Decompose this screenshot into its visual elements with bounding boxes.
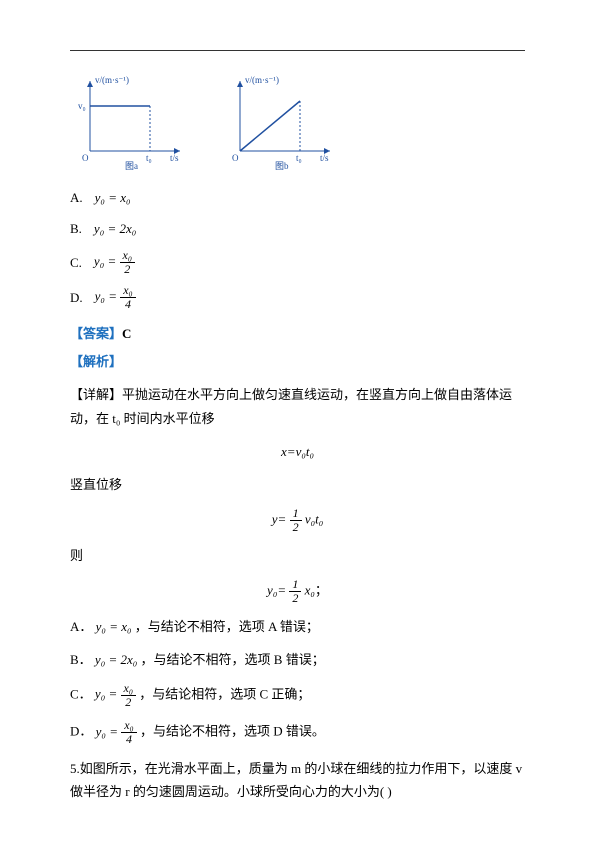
graph-a-xtick: t₀ xyxy=(146,153,152,163)
conclusion-c: C． y₀ = x₀2 ，与结论相符，选项 C 正确； xyxy=(70,682,525,709)
graph-b-ylabel: v/(m·s⁻¹) xyxy=(245,75,279,85)
top-divider xyxy=(70,50,525,51)
graph-a-caption: 图a xyxy=(125,161,138,171)
graph-a-ytick: v₀ xyxy=(78,101,86,111)
detail-label: 【详解】 xyxy=(70,387,122,402)
graphs-container: v/(m·s⁻¹) v₀ O t₀ t/s 图a v/(m·s⁻¹) O t₀ … xyxy=(70,71,525,171)
option-a: A. y₀ = x₀ xyxy=(70,186,525,209)
vertical-displacement-label: 竖直位移 xyxy=(70,473,525,496)
conclusion-a: A． y₀ = x₀ ，与结论不相符，选项 A 错误； xyxy=(70,615,525,638)
graph-b-origin: O xyxy=(232,153,239,163)
graph-a-origin: O xyxy=(82,153,89,163)
option-c: C. y₀ = x₀2 xyxy=(70,249,525,276)
option-c-label: C. xyxy=(70,251,82,274)
conclusion-b: B． y₀ = 2x₀ ，与结论不相符，选项 B 错误； xyxy=(70,648,525,671)
analysis-label: 【解析】 xyxy=(70,350,525,373)
detail-paragraph: 【详解】平抛运动在水平方向上做匀速直线运动，在竖直方向上做自由落体运动，在 t₀… xyxy=(70,383,525,430)
graph-b-xlabel: t/s xyxy=(320,153,329,163)
graph-a-ylabel: v/(m·s⁻¹) xyxy=(95,75,129,85)
graph-a-xlabel: t/s xyxy=(170,153,179,163)
conclusion-d: D． y₀ = x₀4 ，与结论不相符，选项 D 错误。 xyxy=(70,719,525,746)
option-d-label: D. xyxy=(70,286,83,309)
option-d: D. y₀ = x₀4 xyxy=(70,284,525,311)
answer-value: C xyxy=(122,326,131,341)
option-b: B. y₀ = 2x₀ xyxy=(70,217,525,240)
graph-a: v/(m·s⁻¹) v₀ O t₀ t/s 图a xyxy=(70,71,190,171)
then-label: 则 xyxy=(70,544,525,567)
question-5: 5.如图所示，在光滑水平面上，质量为 m 的小球在细线的拉力作用下，以速度 v … xyxy=(70,757,525,804)
option-b-label: B. xyxy=(70,217,82,240)
formula-1: x=v₀t₀ xyxy=(70,440,525,463)
detail-text: 平抛运动在水平方向上做匀速直线运动，在竖直方向上做自由落体运动，在 t₀ 时间内… xyxy=(70,387,512,425)
graph-b-xtick: t₀ xyxy=(296,153,302,163)
option-a-label: A. xyxy=(70,186,83,209)
formula-2: y= 12 v₀t₀ xyxy=(70,507,525,534)
graph-b-caption: 图b xyxy=(275,161,289,171)
answer-label: 【答案】 xyxy=(70,326,122,341)
graph-b: v/(m·s⁻¹) O t₀ t/s 图b xyxy=(220,71,340,171)
formula-3: y₀= 12 x₀； xyxy=(70,578,525,605)
answer-block: 【答案】C xyxy=(70,322,525,345)
